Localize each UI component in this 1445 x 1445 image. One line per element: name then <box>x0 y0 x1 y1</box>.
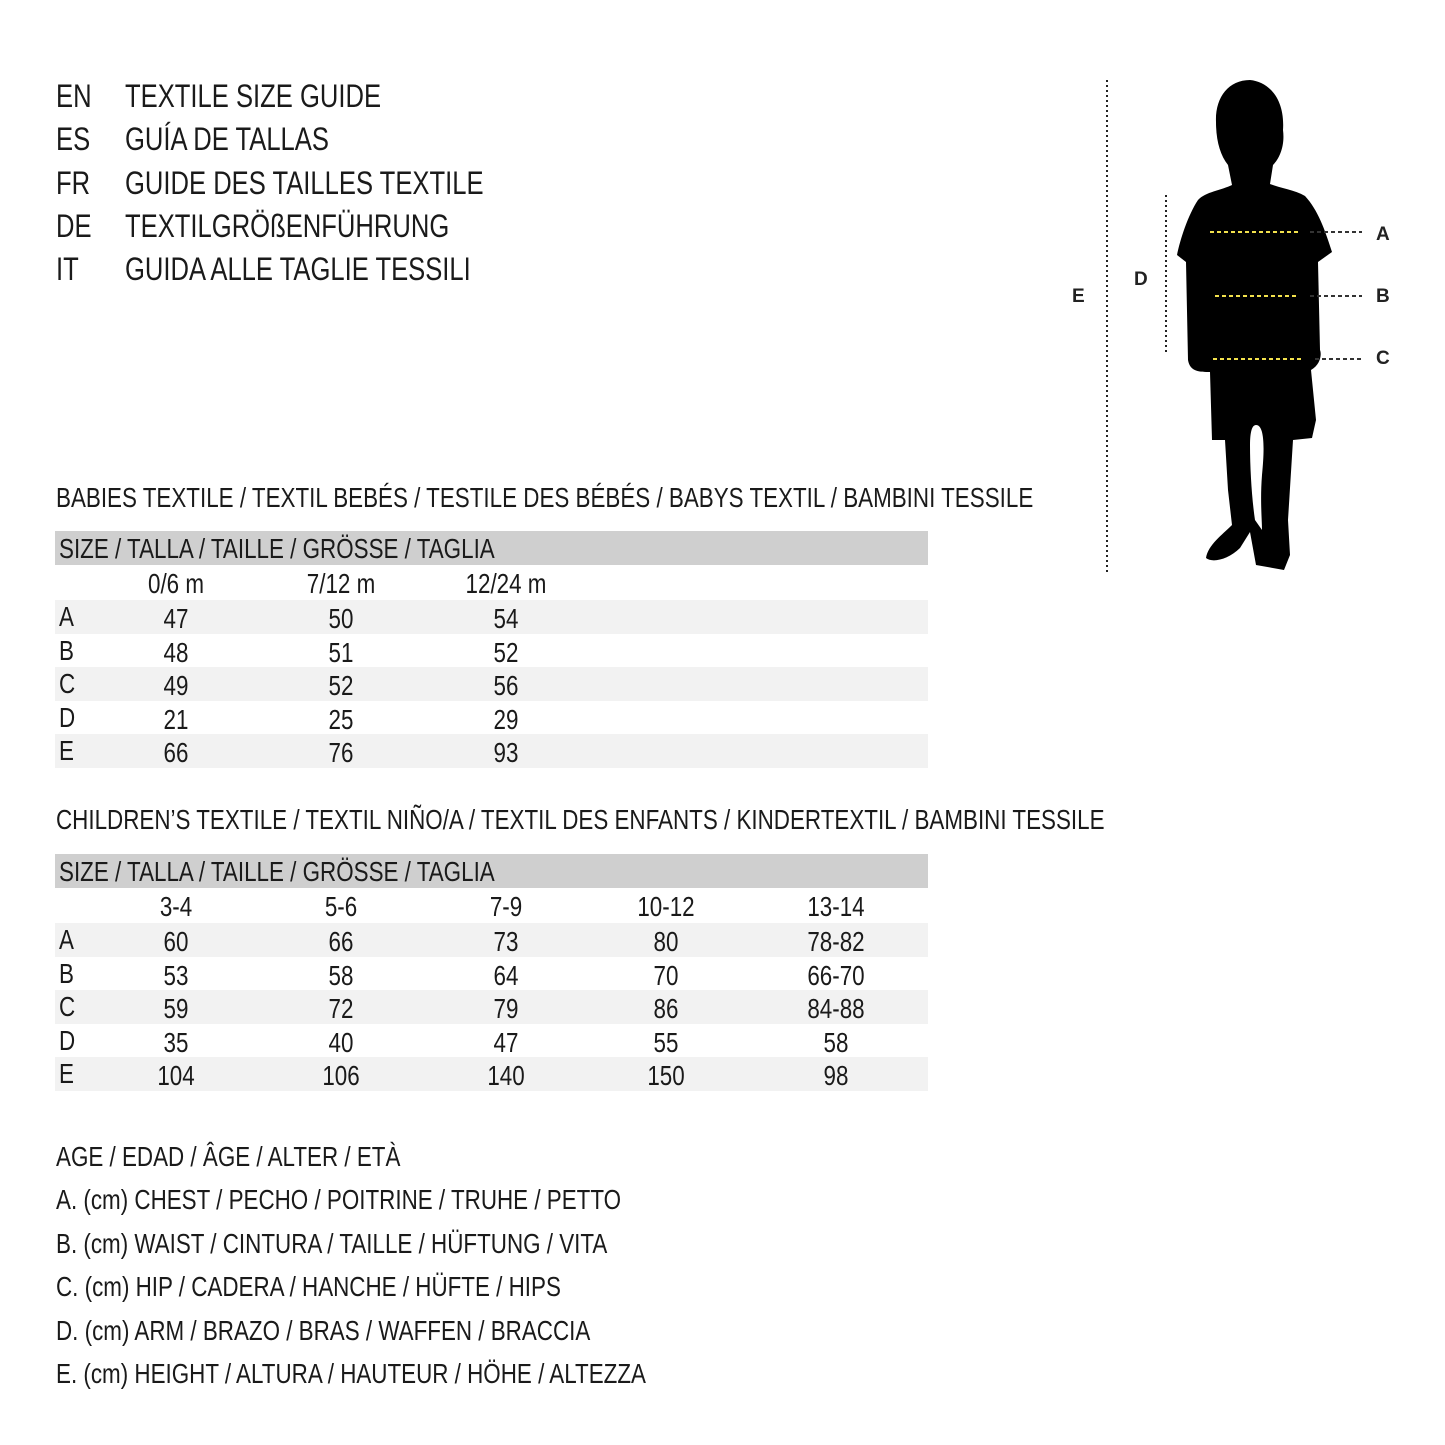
column-header: 3-4 <box>159 891 193 922</box>
row-label: D <box>59 701 76 733</box>
row-label: E <box>59 735 74 767</box>
language-code: ES <box>56 121 91 158</box>
table-header: SIZE / TALLA / TAILLE / GRÖSSE / TAGLIA <box>59 856 495 887</box>
table-cell: 66-70 <box>807 959 865 991</box>
child-silhouette <box>1177 80 1332 570</box>
table-cell: 29 <box>493 703 519 735</box>
row-label: B <box>59 957 74 989</box>
table-row <box>55 1057 928 1092</box>
label-c: C <box>1376 348 1390 369</box>
table-cell: 70 <box>653 959 679 991</box>
table-cell: 25 <box>328 703 354 735</box>
table-cell: 59 <box>163 993 189 1025</box>
legend-line: A. (cm) CHEST / PECHO / POITRINE / TRUHE… <box>56 1184 622 1216</box>
table-cell: 60 <box>163 926 189 957</box>
table-cell: 53 <box>163 959 189 991</box>
legend-line: C. (cm) HIP / CADERA / HANCHE / HÜFTE / … <box>56 1271 561 1303</box>
table-cell: 66 <box>328 926 354 957</box>
column-header: 5-6 <box>324 891 358 922</box>
guide-title: TEXTILGRÖßENFÜHRUNG <box>125 207 450 244</box>
table-cell: 140 <box>487 1060 525 1092</box>
table-row <box>55 667 928 702</box>
row-label: B <box>59 634 74 666</box>
table-cell: 54 <box>493 603 519 634</box>
table-row <box>55 923 928 957</box>
table-row <box>55 600 928 634</box>
table-cell: 106 <box>322 1060 360 1092</box>
table-cell: 48 <box>163 636 189 668</box>
table-cell: 50 <box>328 603 354 634</box>
label-b: B <box>1376 286 1390 307</box>
column-header: 7-9 <box>489 891 523 922</box>
table-cell: 47 <box>163 603 189 634</box>
table-cell: 55 <box>653 1026 679 1058</box>
row-label: D <box>59 1024 76 1056</box>
legend-line: AGE / EDAD / ÂGE / ALTER / ETÀ <box>56 1141 401 1172</box>
row-label: A <box>59 924 74 955</box>
table-cell: 49 <box>163 670 189 702</box>
column-header: 0/6 m <box>147 568 205 599</box>
child-silhouette-figure: A B C D E <box>1072 80 1390 572</box>
table-cell: 73 <box>493 926 519 957</box>
table-cell: 104 <box>157 1060 195 1092</box>
language-code: IT <box>56 251 79 288</box>
column-header: 12/24 m <box>465 568 547 599</box>
legend-line: E. (cm) HEIGHT / ALTURA / HAUTEUR / HÖHE… <box>56 1358 646 1389</box>
row-label: E <box>59 1058 74 1090</box>
table-cell: 72 <box>328 993 354 1025</box>
table-cell: 51 <box>328 636 354 668</box>
language-code: EN <box>56 78 92 114</box>
table-cell: 64 <box>493 959 519 991</box>
column-header: 10-12 <box>637 891 695 922</box>
table-cell: 52 <box>328 670 354 702</box>
language-code: FR <box>56 164 91 201</box>
table-cell: 21 <box>163 703 189 735</box>
row-label: C <box>59 991 76 1023</box>
table-cell: 86 <box>653 993 679 1025</box>
language-code: DE <box>56 207 92 244</box>
table-cell: 40 <box>328 1026 354 1058</box>
table-header-bar <box>55 531 928 565</box>
label-d: D <box>1134 269 1148 290</box>
table-row <box>55 734 928 769</box>
table-cell: 66 <box>163 737 189 769</box>
babies-section-title: BABIES TEXTILE / TEXTIL BEBÉS / TESTILE … <box>56 482 1034 513</box>
column-header: 7/12 m <box>306 568 376 599</box>
table-cell: 76 <box>328 737 354 769</box>
table-cell: 35 <box>163 1026 189 1058</box>
legend-line: B. (cm) WAIST / CINTURA / TAILLE / HÜFTU… <box>56 1227 608 1259</box>
guide-title: TEXTILE SIZE GUIDE <box>125 78 382 114</box>
guide-title: GUIDA ALLE TAGLIE TESSILI <box>125 251 471 288</box>
table-cell: 80 <box>653 926 679 957</box>
children-section-title: CHILDREN’S TEXTILE / TEXTIL NIÑO/A / TEX… <box>56 804 1105 835</box>
table-cell: 47 <box>493 1026 519 1058</box>
table-cell: 98 <box>823 1060 849 1092</box>
row-label: A <box>59 601 74 632</box>
guide-title: GUIDE DES TAILLES TEXTILE <box>125 164 484 201</box>
table-cell: 58 <box>823 1026 849 1058</box>
table-row <box>55 990 928 1025</box>
row-label: C <box>59 668 76 700</box>
table-cell: 79 <box>493 993 519 1025</box>
label-e: E <box>1072 286 1085 307</box>
table-header-bar <box>55 854 928 888</box>
table-cell: 78-82 <box>807 926 865 957</box>
table-cell: 52 <box>493 636 519 668</box>
table-cell: 150 <box>647 1060 685 1092</box>
table-cell: 56 <box>493 670 519 702</box>
table-cell: 84-88 <box>807 993 865 1025</box>
column-header: 13-14 <box>807 891 865 922</box>
table-cell: 58 <box>328 959 354 991</box>
table-cell: 93 <box>493 737 519 769</box>
legend-line: D. (cm) ARM / BRAZO / BRAS / WAFFEN / BR… <box>56 1314 591 1346</box>
guide-title: GUÍA DE TALLAS <box>125 121 329 158</box>
label-a: A <box>1376 224 1390 245</box>
table-header: SIZE / TALLA / TAILLE / GRÖSSE / TAGLIA <box>59 533 495 564</box>
